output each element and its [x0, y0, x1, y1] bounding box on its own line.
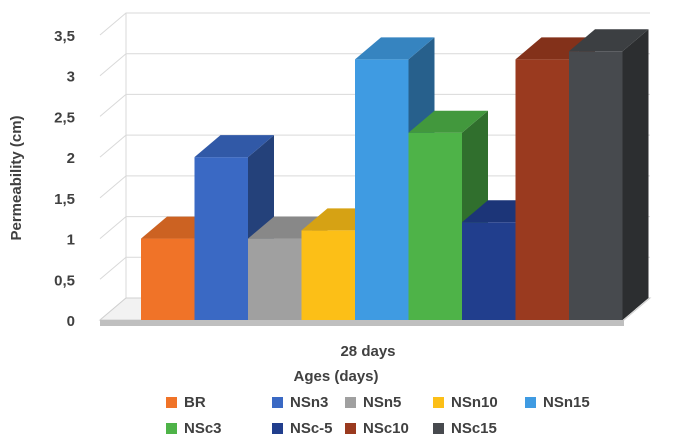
legend-item: BR: [166, 394, 206, 411]
y-axis-ticks: 0 0,5 1 1,5 2 2,5 3 3,5: [54, 28, 75, 330]
legend-swatch: [433, 423, 444, 434]
legend-item: NSc10: [345, 420, 409, 437]
legend-item: NSc15: [433, 420, 497, 437]
legend-swatch: [272, 397, 283, 408]
legend-swatch: [272, 423, 283, 434]
legend-label: NSn3: [290, 394, 329, 411]
legend-swatch: [345, 423, 356, 434]
legend-item: NSc3: [166, 420, 222, 437]
y-tick-label: 1,5: [54, 191, 75, 208]
floor-edge: [100, 320, 624, 326]
bars: [141, 29, 649, 321]
y-tick-label: 2: [67, 150, 75, 167]
legend-item: NSn15: [525, 394, 590, 411]
y-tick-label: 3,5: [54, 28, 75, 45]
legend-label: NSc-5: [290, 420, 333, 437]
legend: BR NSn3 NSn5 NSn10 NSn15 NSc3 NSc-5 NSc10 NSc15: [0, 390, 686, 442]
y-tick-label: 1: [67, 232, 75, 249]
y-tick-label: 3: [67, 69, 75, 86]
legend-label: NSn15: [543, 394, 590, 411]
legend-item: NSn5: [345, 394, 401, 411]
bar-chart: 0 0,5 1 1,5 2 2,5 3 3,5 Permeability (cm) 28 da…: [8, 12, 652, 385]
y-axis-title: Permeability (cm): [8, 115, 25, 240]
legend-item: NSc-5: [272, 420, 333, 437]
legend-swatch: [166, 397, 177, 408]
legend-swatch: [345, 397, 356, 408]
category-label: 28 days: [340, 343, 395, 360]
x-axis-title: Ages (days): [293, 368, 378, 385]
legend-label: NSc3: [184, 420, 222, 437]
legend-row: BR NSn3 NSn5 NSn10 NSn15: [0, 390, 686, 416]
gridline: [99, 12, 650, 36]
gridlines: [99, 12, 650, 321]
legend-label: NSc15: [451, 420, 497, 437]
legend-label: BR: [184, 394, 206, 411]
legend-swatch: [433, 397, 444, 408]
bar-nsc15: [569, 29, 649, 321]
legend-label: NSn5: [363, 394, 402, 411]
legend-label: NSc10: [363, 420, 409, 437]
legend-item: NSn3: [272, 394, 328, 411]
legend-label: NSn10: [451, 394, 498, 411]
legend-swatch: [525, 397, 536, 408]
y-tick-label: 2,5: [54, 109, 75, 126]
legend-item: NSn10: [433, 394, 498, 411]
y-tick-label: 0: [67, 313, 75, 330]
legend-row: NSc3 NSc-5 NSc10 NSc15: [0, 416, 686, 442]
y-tick-label: 0,5: [54, 272, 75, 289]
legend-swatch: [166, 423, 177, 434]
